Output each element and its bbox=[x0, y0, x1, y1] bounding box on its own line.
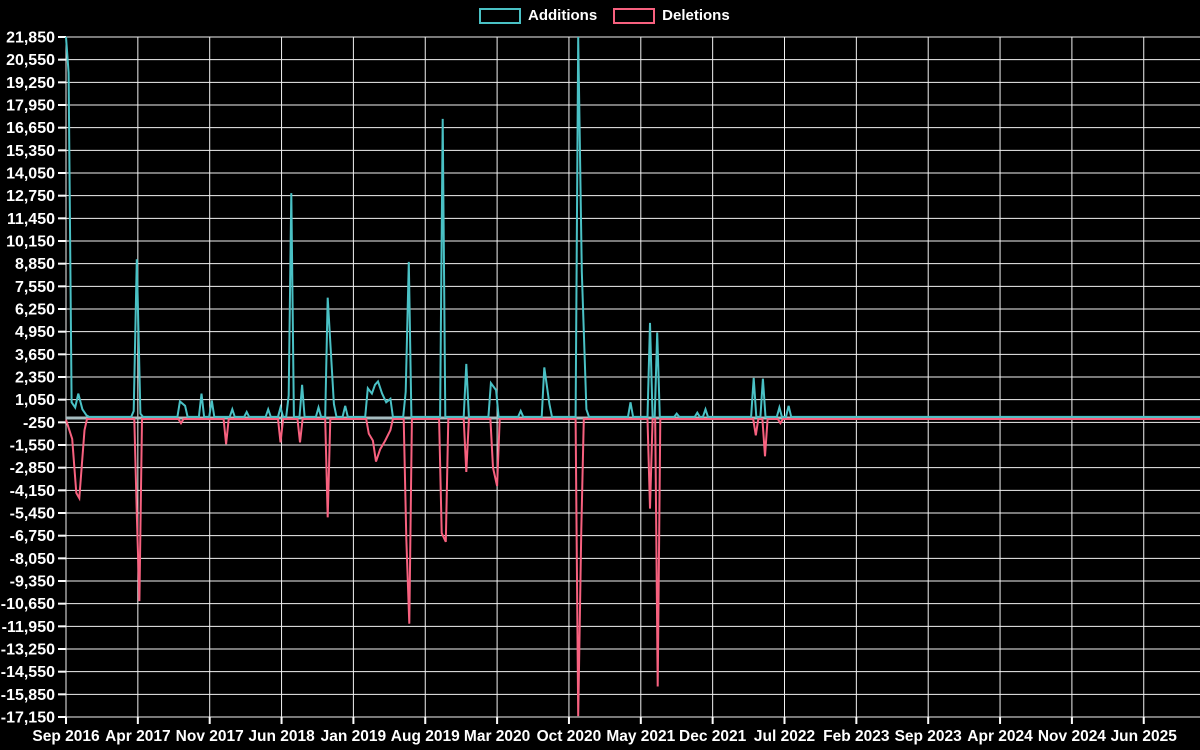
y-tick-label: -15,850 bbox=[1, 687, 55, 704]
legend-label-additions: Additions bbox=[528, 7, 598, 24]
y-tick-label: 7,550 bbox=[15, 279, 55, 296]
x-tick-label: Nov 2024 bbox=[1038, 728, 1106, 745]
x-tick-label: Feb 2023 bbox=[823, 728, 890, 745]
x-tick-label: Jul 2022 bbox=[754, 728, 815, 745]
y-tick-label: -11,950 bbox=[2, 619, 55, 636]
additions-swatch-icon bbox=[479, 8, 521, 24]
y-tick-label: 12,750 bbox=[6, 188, 55, 205]
y-tick-label: -1,550 bbox=[10, 438, 55, 455]
x-tick-label: Jun 2018 bbox=[248, 728, 315, 745]
series-additions bbox=[65, 36, 1200, 418]
y-tick-label: -9,350 bbox=[10, 574, 55, 591]
y-tick-label: 2,350 bbox=[15, 370, 55, 387]
deletions-swatch-icon bbox=[613, 8, 656, 24]
x-tick-label: Mar 2020 bbox=[464, 728, 530, 745]
y-tick-label: 20,550 bbox=[6, 52, 55, 69]
x-tick-label: Oct 2020 bbox=[537, 728, 602, 745]
x-tick-label: Jun 2025 bbox=[1111, 728, 1178, 745]
x-tick-label: Aug 2019 bbox=[391, 728, 460, 745]
legend-label-deletions: Deletions bbox=[662, 7, 730, 24]
y-tick-label: 15,350 bbox=[6, 143, 55, 160]
y-tick-label: -5,450 bbox=[10, 506, 55, 523]
y-tick-label: -10,650 bbox=[1, 596, 55, 613]
y-tick-label: 8,850 bbox=[15, 256, 55, 273]
y-tick-label: -6,750 bbox=[10, 528, 55, 545]
legend-item-deletions[interactable]: Deletions bbox=[613, 8, 730, 24]
y-tick-label: 21,850 bbox=[6, 30, 55, 47]
x-tick-label: Sep 2016 bbox=[32, 728, 100, 745]
y-tick-label: 4,950 bbox=[15, 324, 55, 341]
y-tick-label: -17,150 bbox=[1, 710, 55, 727]
legend-item-additions[interactable]: Additions bbox=[479, 8, 597, 24]
x-tick-label: Sep 2023 bbox=[895, 728, 963, 745]
x-tick-label: Apr 2017 bbox=[105, 728, 170, 745]
y-tick-label: 1,050 bbox=[15, 392, 55, 409]
y-tick-label: -4,150 bbox=[10, 483, 55, 500]
y-tick-label: 11,450 bbox=[7, 211, 55, 228]
x-tick-label: Jan 2019 bbox=[321, 728, 387, 745]
x-tick-label: Apr 2024 bbox=[967, 728, 1033, 745]
y-tick-label: 16,650 bbox=[6, 120, 55, 137]
x-tick-label: Dec 2021 bbox=[679, 728, 747, 745]
y-tick-label: 3,650 bbox=[15, 347, 55, 364]
y-tick-label: 17,950 bbox=[6, 98, 55, 115]
y-tick-label: -14,550 bbox=[1, 664, 55, 681]
y-tick-label: 10,150 bbox=[6, 234, 55, 251]
x-tick-label: May 2021 bbox=[606, 728, 675, 745]
y-tick-label: -8,050 bbox=[10, 551, 55, 568]
y-tick-label: 14,050 bbox=[6, 166, 55, 183]
x-tick-label: Nov 2017 bbox=[176, 728, 244, 745]
chart-legend: Additions Deletions bbox=[479, 8, 730, 24]
y-tick-label: 19,250 bbox=[6, 75, 55, 92]
series-deletions bbox=[65, 418, 1200, 717]
y-tick-label: -13,250 bbox=[1, 642, 55, 659]
y-tick-label: -2,850 bbox=[10, 460, 55, 477]
y-tick-label: -250 bbox=[23, 415, 55, 432]
y-tick-label: 6,250 bbox=[15, 302, 55, 319]
